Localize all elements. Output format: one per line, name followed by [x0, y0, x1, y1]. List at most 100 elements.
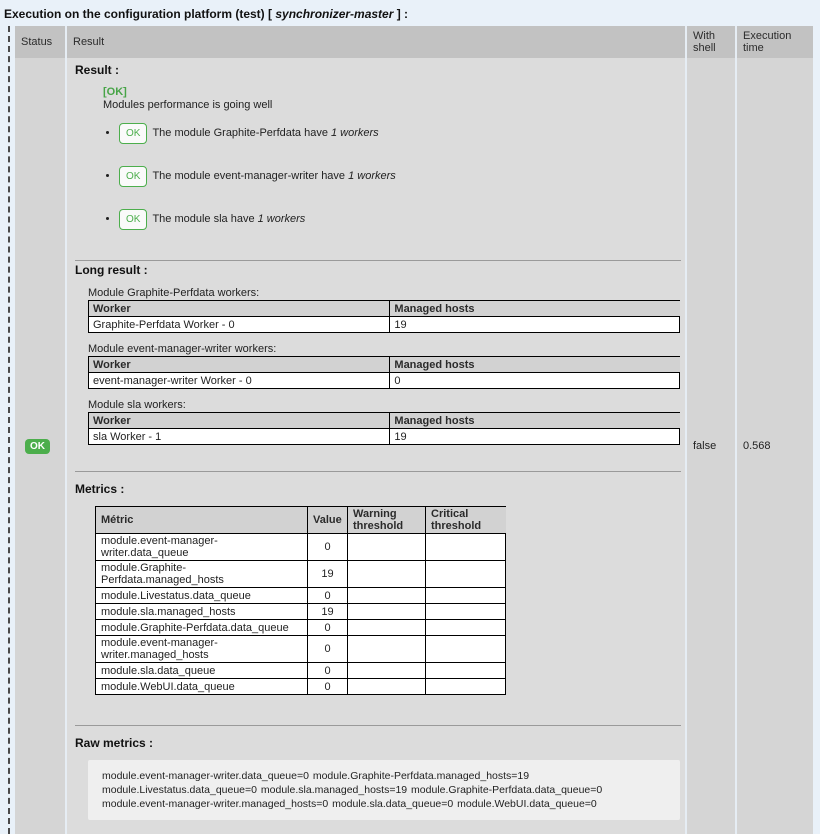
metric-warning-cell — [347, 619, 426, 636]
worker-table: Worker Managed hosts Graphite-Perfdata Wor… — [87, 300, 680, 333]
page-title: Execution on the configuration platform … — [0, 0, 820, 26]
metric-warning-cell — [347, 678, 426, 695]
metrics-table-body: module.event-manager-writer.data_queue 0 … — [95, 533, 506, 695]
managed-hosts-column-header: Managed hosts — [389, 300, 680, 317]
worker-table-caption: Module sla workers: — [88, 399, 186, 411]
metrics-table-row: module.sla.managed_hosts 19 — [95, 603, 506, 620]
metric-critical-cell — [425, 635, 506, 663]
result-ok-state: [OK] — [103, 86, 127, 98]
metric-name-cell: module.Graphite-Perfdata.managed_hosts — [95, 560, 308, 588]
worker-table-head: Worker Managed hosts — [87, 356, 680, 373]
metrics-column-critical: Critical threshold — [425, 506, 506, 534]
worker-table-row: sla Worker - 1 19 — [87, 428, 680, 445]
execution-row: OK Result : [OK] Modules performance is … — [15, 58, 813, 834]
column-header-with-shell: With shell — [687, 26, 737, 58]
result-ok-list: OK The module Graphite-Perfdata have 1 wo… — [103, 123, 685, 230]
metric-name-cell: module.Graphite-Perfdata.data_queue — [95, 619, 308, 636]
result-item-text: The module sla have — [152, 213, 258, 225]
worker-table-caption: Module event-manager-writer workers: — [88, 343, 277, 355]
page-title-prefix: Execution on the configuration platform … — [4, 7, 276, 21]
with-shell-cell: false — [687, 58, 737, 834]
worker-name-cell: sla Worker - 1 — [87, 428, 391, 445]
metrics-table-row: module.event-manager-writer.managed_host… — [95, 635, 506, 663]
result-item-workers: 1 workers — [257, 213, 306, 225]
metric-warning-cell — [347, 533, 426, 561]
worker-table-header-row: Worker Managed hosts — [87, 300, 680, 317]
worker-table-header-row: Worker Managed hosts — [87, 356, 680, 373]
metric-warning-cell — [347, 603, 426, 620]
result-list-item: OK The module Graphite-Perfdata have 1 wo… — [119, 123, 685, 144]
metrics-column-value: Value — [307, 506, 348, 534]
worker-tables-container: Module Graphite-Perfdata workers: Worker M… — [67, 287, 685, 445]
ok-outline-badge: OK — [119, 166, 148, 187]
metric-critical-cell — [425, 678, 506, 695]
metric-name-cell: module.sla.managed_hosts — [95, 603, 308, 620]
metric-warning-cell — [347, 587, 426, 604]
metrics-table-row: module.WebUI.data_queue 0 — [95, 678, 506, 695]
execution-result-table-head: Status Result With shell Execution time — [15, 26, 813, 58]
metric-value-cell: 19 — [307, 560, 348, 588]
metric-critical-cell — [425, 662, 506, 679]
worker-table-row: Graphite-Perfdata Worker - 0 19 — [87, 316, 680, 333]
metric-critical-cell — [425, 533, 506, 561]
metrics-column-warning: Warning threshold — [347, 506, 426, 534]
page-title-suffix: ] : — [393, 7, 409, 21]
result-list-item: OK The module event-manager-writer have 1… — [119, 166, 685, 187]
metric-critical-cell — [425, 603, 506, 620]
metrics-heading: Metrics : — [75, 482, 125, 496]
execution-result-table-body: OK Result : [OK] Modules performance is … — [15, 58, 813, 834]
column-header-result: Result — [67, 26, 687, 58]
metric-warning-cell — [347, 635, 426, 663]
worker-name-cell: event-manager-writer Worker - 0 — [87, 372, 391, 389]
metric-name-cell: module.Livestatus.data_queue — [95, 587, 308, 604]
metric-value-cell: 0 — [307, 635, 348, 663]
metric-critical-cell — [425, 619, 506, 636]
managed-hosts-cell: 0 — [389, 372, 680, 389]
page-title-platform-name: synchronizer-master — [275, 7, 394, 21]
result-cell: Result : [OK] Modules performance is goi… — [67, 58, 687, 834]
worker-table: Worker Managed hosts event-manager-writer … — [87, 356, 680, 389]
execution-result-table: Status Result With shell Execution time … — [15, 26, 813, 834]
raw-metrics-block: module.event-manager-writer.data_queue=0… — [88, 760, 680, 820]
metric-warning-cell — [347, 662, 426, 679]
managed-hosts-column-header: Managed hosts — [389, 356, 680, 373]
ok-outline-badge: OK — [119, 209, 148, 230]
metrics-column-metric: Métric — [95, 506, 308, 534]
result-item-text: The module event-manager-writer have — [152, 170, 349, 182]
metric-warning-cell — [347, 560, 426, 588]
metric-value-cell: 0 — [307, 619, 348, 636]
header-row: Status Result With shell Execution time — [15, 26, 813, 58]
worker-table-body: sla Worker - 1 19 — [87, 428, 680, 445]
result-item-text: The module Graphite-Perfdata have — [152, 127, 331, 139]
metric-critical-cell — [425, 587, 506, 604]
managed-hosts-column-header: Managed hosts — [389, 412, 680, 429]
worker-name-cell: Graphite-Perfdata Worker - 0 — [87, 316, 391, 333]
execution-result-frame: Status Result With shell Execution time … — [8, 26, 820, 834]
worker-table-header-row: Worker Managed hosts — [87, 412, 680, 429]
metrics-header-row: Métric Value Warning threshold Critical … — [95, 506, 506, 534]
metric-critical-cell — [425, 560, 506, 588]
ok-outline-badge: OK — [119, 123, 148, 144]
worker-table: Worker Managed hosts sla Worker - 1 19 — [87, 412, 680, 445]
raw-metrics-heading: Raw metrics : — [75, 736, 154, 750]
column-header-status: Status — [15, 26, 67, 58]
metrics-table-head: Métric Value Warning threshold Critical … — [95, 506, 506, 534]
metric-name-cell: module.WebUI.data_queue — [95, 678, 308, 695]
column-header-execution-time: Execution time — [737, 26, 813, 58]
metric-value-cell: 0 — [307, 678, 348, 695]
status-cell: OK — [15, 58, 67, 834]
metrics-table-row: module.Graphite-Perfdata.managed_hosts 19 — [95, 560, 506, 588]
metrics-table-row: module.Livestatus.data_queue 0 — [95, 587, 506, 604]
metric-value-cell: 0 — [307, 533, 348, 561]
worker-table-caption: Module Graphite-Perfdata workers: — [88, 287, 260, 299]
metrics-table-row: module.Graphite-Perfdata.data_queue 0 — [95, 619, 506, 636]
worker-column-header: Worker — [87, 356, 391, 373]
section-divider — [75, 260, 681, 261]
managed-hosts-cell: 19 — [389, 316, 680, 333]
worker-table-body: Graphite-Perfdata Worker - 0 19 — [87, 316, 680, 333]
metric-name-cell: module.event-manager-writer.managed_host… — [95, 635, 308, 663]
section-divider — [75, 725, 681, 726]
metrics-table: Métric Value Warning threshold Critical … — [95, 506, 506, 695]
